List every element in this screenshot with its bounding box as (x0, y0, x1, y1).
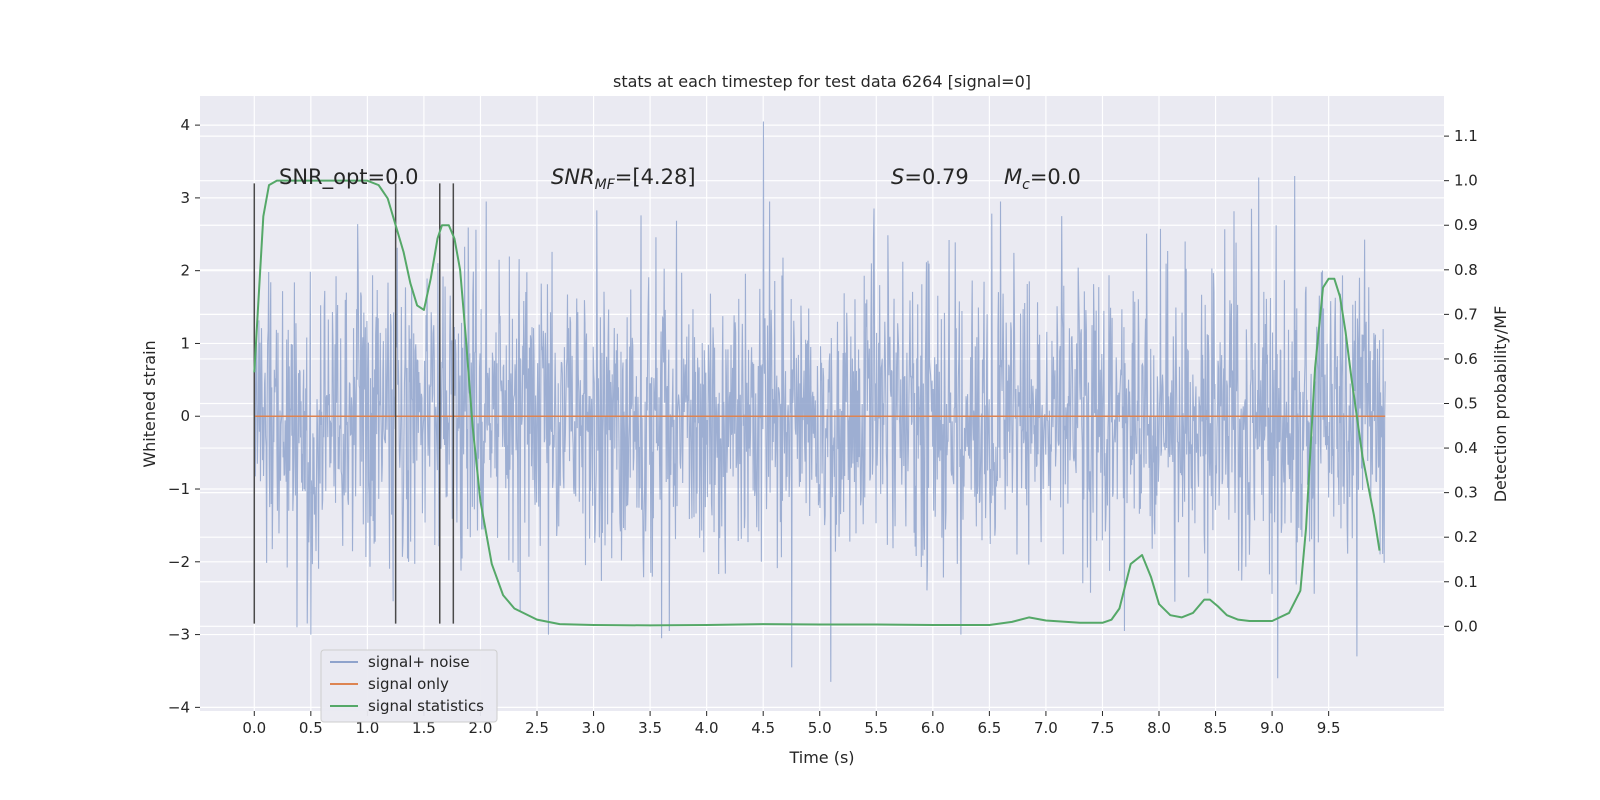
annotation-mc: Mc=0.0 (1004, 165, 1081, 193)
legend-label-signal-statistics: signal statistics (368, 697, 484, 715)
legend: signal+ noise signal only signal statist… (320, 649, 498, 723)
y2-tick-label: 0.6 (1454, 350, 1478, 368)
y2-tick-label: 0.3 (1454, 484, 1478, 502)
x-tick-label: 8.0 (1147, 719, 1171, 737)
signal-noise-line (253, 121, 1386, 682)
x-tick-label: 0.0 (242, 719, 266, 737)
y-tick-label: 4 (180, 116, 190, 134)
x-tick-label: 4.0 (695, 719, 719, 737)
y2-axis-label: Detection probability/MF (1491, 306, 1510, 503)
y2-tick-label: 1.0 (1454, 172, 1478, 190)
x-tick-label: 9.5 (1317, 719, 1341, 737)
x-tick-label: 7.0 (1034, 719, 1058, 737)
x-tick-label: 7.5 (1091, 719, 1115, 737)
signal-statistics-line (253, 179, 1381, 627)
y2-tick-label: 0.1 (1454, 573, 1478, 591)
annotation-s: S=0.79 (891, 165, 969, 189)
x-tick-label: 9.0 (1260, 719, 1284, 737)
axis-ticks: 0.0 0.5 1.0 1.5 2.0 2.5 3.0 3.5 4.0 4.5 5.0 5.5 6.0 6… (168, 116, 1478, 737)
annotation-mc-subscript: c (1022, 177, 1030, 193)
x-axis-label: Time (s) (788, 748, 854, 767)
legend-box (320, 649, 498, 723)
annotation-snr-mf-subscript: MF (595, 177, 616, 193)
x-tick-label: 6.5 (977, 719, 1001, 737)
legend-label-signal-noise: signal+ noise (368, 653, 470, 671)
chart-title: stats at each timestep for test data 626… (613, 72, 1031, 91)
x-tick-label: 2.5 (525, 719, 549, 737)
y-tick-label: 3 (180, 189, 190, 207)
y-axis-label: Whitened strain (140, 340, 159, 467)
x-tick-label: 2.0 (469, 719, 493, 737)
vertical-markers (253, 183, 455, 624)
x-tick-label: 3.0 (582, 719, 606, 737)
x-tick-label: 1.0 (355, 719, 379, 737)
annotation-s-value: =0.79 (904, 165, 968, 189)
y-tick-label: 2 (180, 262, 190, 280)
y-tick-label: −2 (168, 553, 190, 571)
y2-tick-label: 0.5 (1454, 395, 1478, 413)
annotation-snr-mf-symbol: SNR (551, 165, 595, 189)
y2-tick-label: 1.1 (1454, 127, 1478, 145)
y-tick-label: −3 (168, 626, 190, 644)
annotation-s-symbol: S (891, 165, 904, 189)
y-tick-label: −4 (168, 698, 190, 716)
y-tick-label: −1 (168, 480, 190, 498)
x-tick-label: 8.5 (1204, 719, 1228, 737)
y2-tick-label: 0.2 (1454, 528, 1478, 546)
y2-tick-label: 0.0 (1454, 617, 1478, 635)
y2-tick-label: 0.7 (1454, 305, 1478, 323)
x-tick-label: 0.5 (299, 719, 323, 737)
y-tick-label: 1 (180, 334, 190, 352)
annotation-mc-symbol: M (1004, 165, 1022, 189)
x-tick-label: 6.0 (921, 719, 945, 737)
x-tick-label: 3.5 (638, 719, 662, 737)
legend-label-signal-only: signal only (368, 675, 449, 693)
signal-noise-series (253, 121, 1386, 682)
annotation-mc-value: =0.0 (1030, 165, 1081, 189)
x-tick-label: 5.0 (808, 719, 832, 737)
y2-tick-label: 0.4 (1454, 439, 1478, 457)
y2-tick-label: 0.8 (1454, 261, 1478, 279)
y2-tick-label: 0.9 (1454, 216, 1478, 234)
y-tick-label: 0 (180, 407, 190, 425)
x-tick-label: 4.5 (751, 719, 775, 737)
annotation-snr-opt: SNR_opt=0.0 (279, 165, 419, 190)
annotation-snr-mf: SNRMF=[4.28] (551, 165, 696, 193)
x-tick-label: 1.5 (412, 719, 436, 737)
x-tick-label: 5.5 (864, 719, 888, 737)
annotation-snr-mf-value: =[4.28] (615, 165, 696, 189)
signal-statistics-series (253, 179, 1381, 627)
